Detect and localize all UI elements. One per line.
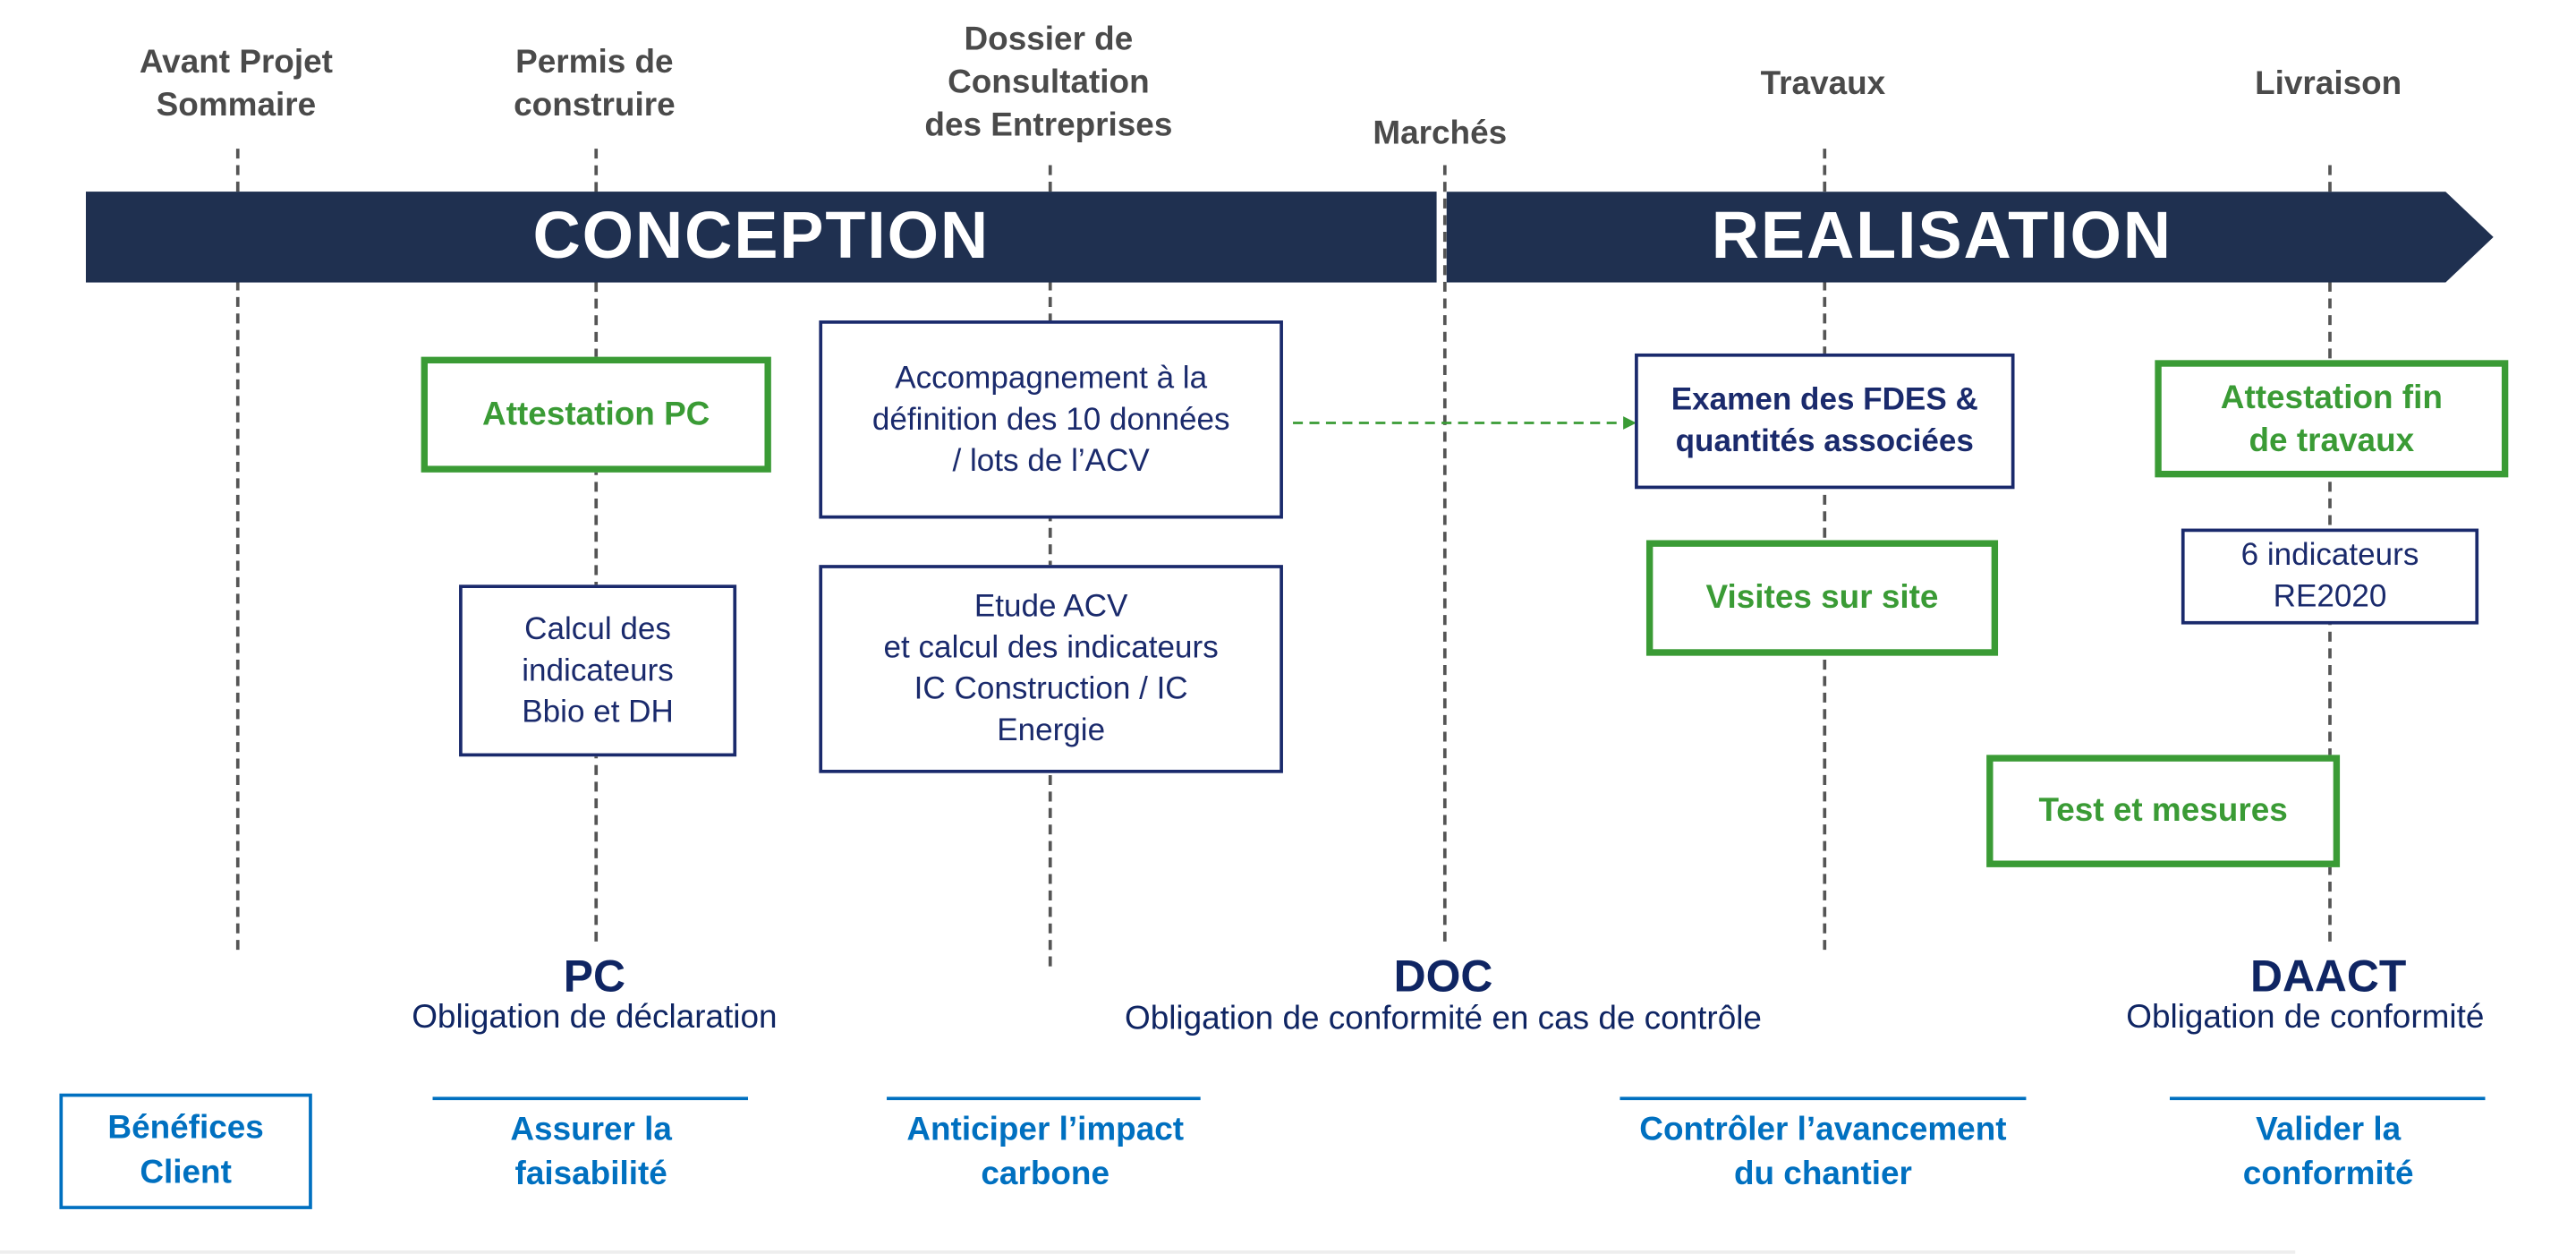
doc-pc-title: PC [563, 951, 625, 1002]
doc-pc-subtitle: Obligation de déclaration [412, 999, 778, 1036]
box-test-et-mesures: Test et mesures [1986, 755, 2341, 867]
banner-realisation-arrow [1446, 192, 2494, 283]
doc-doc-subtitle: Obligation de conformité en cas de contr… [1124, 1001, 1762, 1037]
box-etude-acv: Etude ACV et calcul des indicateurs IC C… [819, 565, 1283, 773]
banner-conception: CONCEPTION [85, 192, 1437, 283]
doc-daact-subtitle: Obligation de conformité [2126, 999, 2485, 1036]
benefit-divider [432, 1096, 749, 1101]
box-calcul-indicateurs: Calcul des indicateurs Bbio et DH [459, 584, 737, 757]
timeline-divider [594, 149, 599, 942]
benefit-faisabilite: Assurer la faisabilité [510, 1112, 672, 1193]
box-6-indicateurs: 6 indicateurs RE2020 [2181, 528, 2479, 625]
dashed-arrow [1293, 416, 1637, 430]
benefit-avancement-chantier: Contrôler l’avancement du chantier [1639, 1112, 2007, 1193]
phase-permis-de-construire: Permis de construire [514, 44, 676, 124]
timeline-divider [1442, 165, 1447, 942]
phase-dce: Dossier de Consultation des Entreprises [924, 21, 1173, 144]
banner-realisation-label: REALISATION [1711, 200, 2172, 273]
benefit-conformite: Valider la conformité [2242, 1112, 2414, 1193]
box-accompagnement: Accompagnement à la définition des 10 do… [819, 320, 1283, 519]
doc-daact-title: DAACT [2249, 951, 2407, 1002]
box-examen-fdes: Examen des FDES & quantités associées [1635, 353, 2015, 490]
phase-avant-projet-sommaire: Avant Projet Sommaire [139, 44, 333, 124]
benefit-impact-carbone: Anticiper l’impact carbone [906, 1112, 1185, 1193]
phase-livraison: Livraison [2255, 65, 2402, 103]
bottom-border [0, 1250, 2296, 1254]
phase-marches: Marchés [1373, 115, 1508, 152]
box-attestation-pc: Attestation PC [421, 356, 771, 473]
timeline-divider [235, 149, 240, 951]
box-visites-sur-site: Visites sur site [1645, 540, 1999, 656]
box-attestation-fin-travaux: Attestation fin de travaux [2155, 360, 2509, 478]
phase-travaux: Travaux [1760, 65, 1886, 103]
benefits-label-box: Bénéfices Client [59, 1093, 312, 1209]
benefit-divider [1620, 1096, 2027, 1101]
benefit-divider [2169, 1096, 2486, 1101]
banner-conception-label: CONCEPTION [532, 200, 990, 273]
benefit-divider [887, 1096, 1201, 1101]
doc-doc-title: DOC [1393, 951, 1493, 1002]
